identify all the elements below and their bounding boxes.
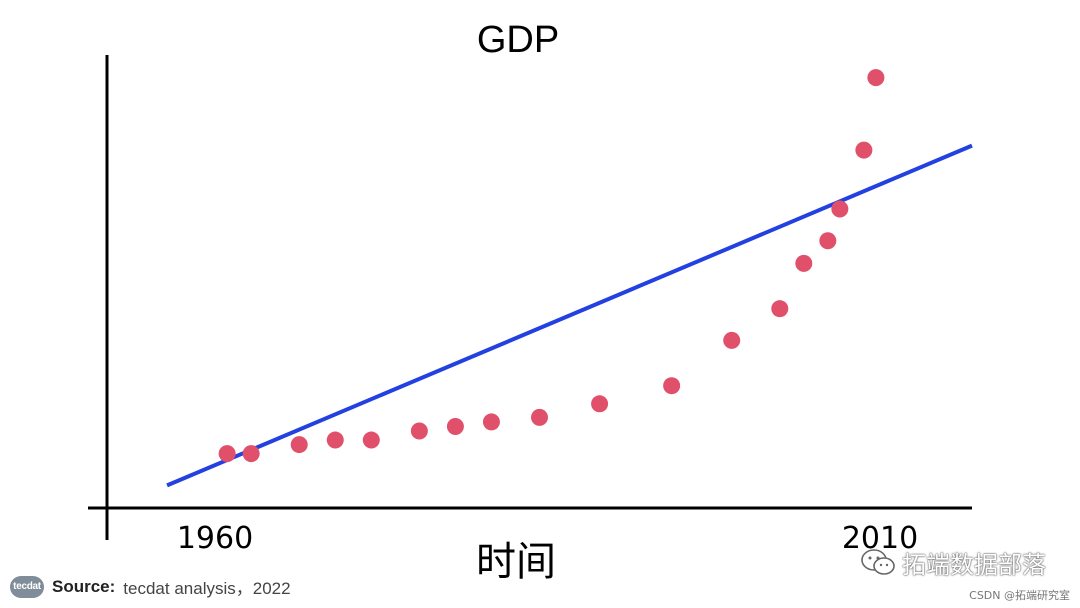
trend-line <box>166 143 973 488</box>
scatter-point-5 <box>410 422 428 440</box>
scatter-point-10 <box>663 377 681 395</box>
csdn-credit: CSDN @拓端研究室 <box>969 589 1070 602</box>
scatter-point-2 <box>290 436 308 454</box>
scatter-point-0 <box>218 445 236 463</box>
scatter-point-8 <box>531 408 548 426</box>
scatter-point-4 <box>362 431 380 449</box>
scatter-point-6 <box>446 417 464 435</box>
scatter-point-3 <box>326 431 344 449</box>
scatter-point-14 <box>819 232 837 250</box>
wechat-icon <box>861 548 895 575</box>
scatter-point-7 <box>482 413 500 431</box>
tecdat-logo: tecdat <box>10 575 44 598</box>
watermark-text: 拓端数据部落 <box>902 551 1046 579</box>
chart-title: GDP <box>477 19 559 61</box>
scatter-point-9 <box>591 395 609 413</box>
scatter-point-13 <box>795 254 813 272</box>
source-footer: tecdat Source: tecdat analysis，2022 <box>10 574 291 599</box>
scatter-point-16 <box>855 141 873 159</box>
scatter-point-17 <box>867 69 885 87</box>
scatter-point-15 <box>831 200 849 218</box>
source-label: Source: <box>52 576 116 596</box>
scatter-point-11 <box>723 331 741 349</box>
source-text: tecdat analysis，2022 <box>123 579 291 598</box>
scatter-point-12 <box>771 300 789 318</box>
scatter-point-1 <box>242 445 260 463</box>
x-axis-label: 时间 <box>476 539 556 585</box>
watermark: 拓端数据部落 <box>860 545 1046 580</box>
chart-marks <box>166 69 973 488</box>
x-tick-label-1960: 1960 <box>177 521 253 556</box>
